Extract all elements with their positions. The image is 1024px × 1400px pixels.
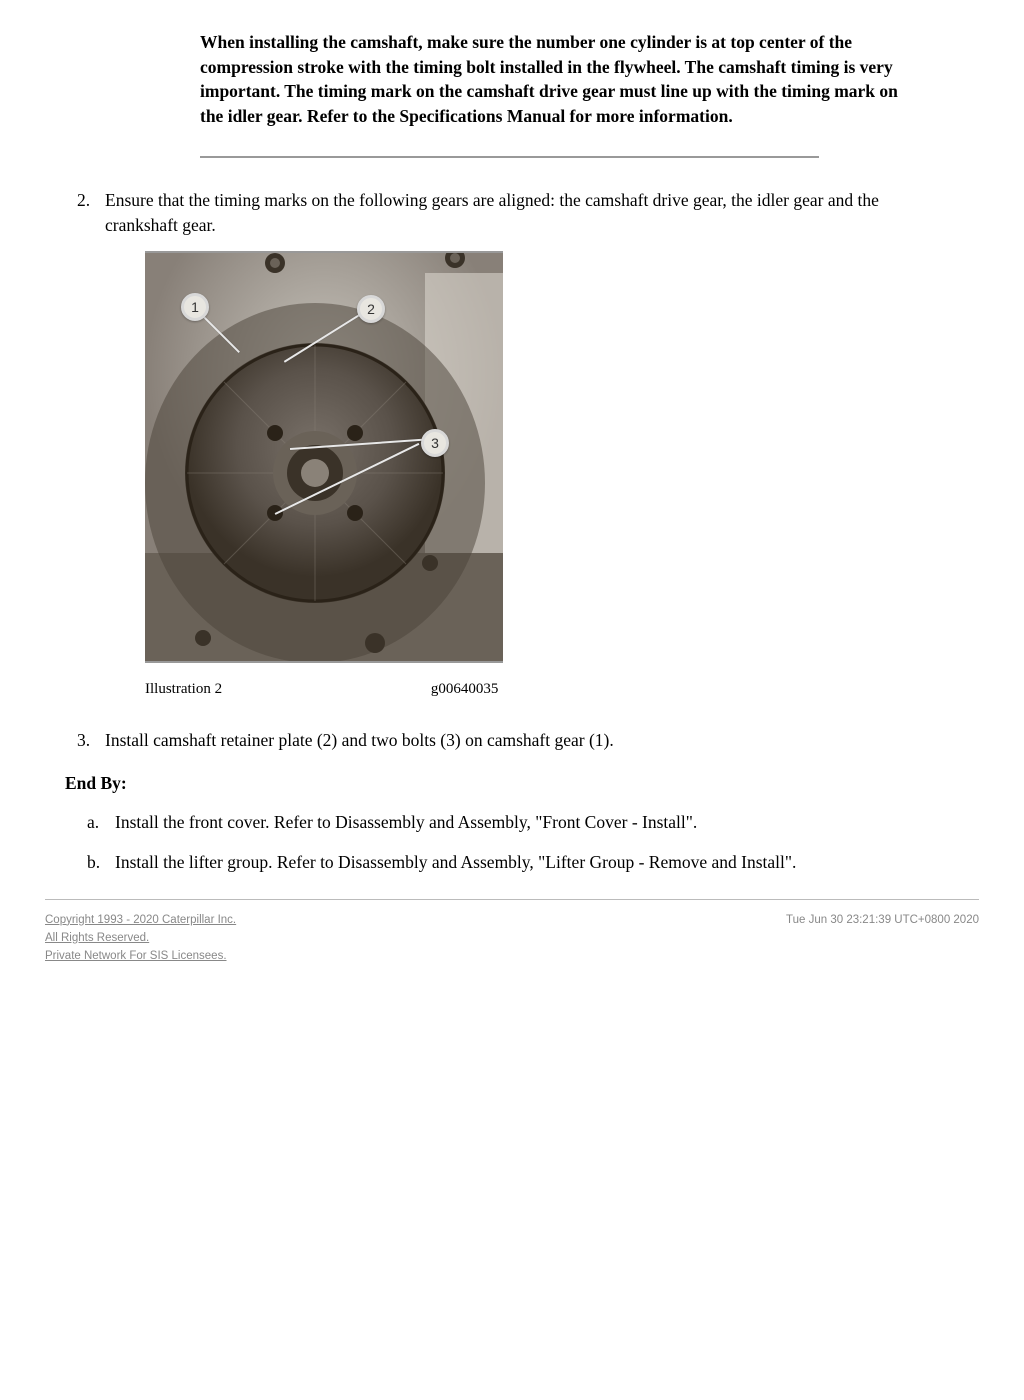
footer-left: Copyright 1993 - 2020 Caterpillar Inc. A…: [45, 914, 236, 968]
end-by-heading: End By:: [65, 773, 979, 794]
illustration-container: 1 2 3 Illustration 2 g00640035: [145, 251, 979, 698]
caption-label: Illustration 2: [145, 681, 222, 698]
step-text: Install camshaft retainer plate (2) and …: [105, 730, 614, 750]
footer-copyright: Copyright 1993 - 2020 Caterpillar Inc.: [45, 914, 236, 926]
callout-2: 2: [357, 295, 385, 323]
step-text: Ensure that the timing marks on the foll…: [105, 190, 879, 235]
caption-id: g00640035: [431, 681, 499, 698]
illustration-caption: Illustration 2 g00640035: [145, 681, 605, 698]
step-number: 2.: [77, 188, 105, 213]
callout-3: 3: [421, 429, 449, 457]
footer-network: Private Network For SIS Licensees.: [45, 950, 236, 962]
step-2: 2.Ensure that the timing marks on the fo…: [105, 188, 949, 237]
letter-marker: a.: [87, 810, 115, 835]
divider: [200, 156, 819, 158]
step-a: a.Install the front cover. Refer to Disa…: [115, 810, 949, 835]
step-number: 3.: [77, 728, 105, 753]
step-3: 3.Install camshaft retainer plate (2) an…: [105, 728, 949, 753]
callout-1: 1: [181, 293, 209, 321]
letter-marker: b.: [87, 850, 115, 875]
divider: [145, 661, 503, 663]
notice-text: When installing the camshaft, make sure …: [200, 30, 899, 128]
notice-block: When installing the camshaft, make sure …: [200, 30, 899, 158]
illustration-image: 1 2 3: [145, 253, 503, 661]
step-text: Install the front cover. Refer to Disass…: [115, 812, 697, 832]
footer-rights: All Rights Reserved.: [45, 932, 236, 944]
footer-divider: [45, 899, 979, 900]
footer: Tue Jun 30 23:21:39 UTC+0800 2020 Copyri…: [45, 914, 979, 968]
footer-timestamp: Tue Jun 30 23:21:39 UTC+0800 2020: [786, 914, 979, 926]
step-b: b.Install the lifter group. Refer to Dis…: [115, 850, 949, 875]
step-text: Install the lifter group. Refer to Disas…: [115, 852, 796, 872]
